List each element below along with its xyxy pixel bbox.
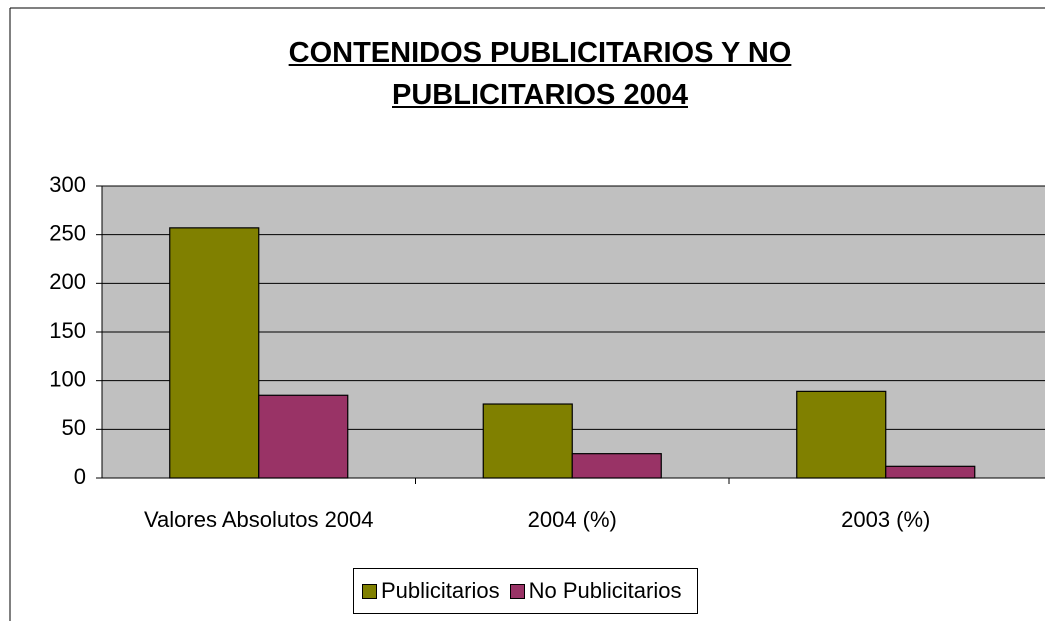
legend-item: No Publicitarios [509, 578, 682, 604]
y-tick-label: 50 [62, 415, 86, 440]
y-tick-label: 0 [74, 464, 86, 489]
legend: Publicitarios No Publicitarios [353, 568, 699, 614]
legend-item: Publicitarios [362, 578, 500, 604]
chart-title: CONTENIDOS PUBLICITARIOS Y NO PUBLICITAR… [288, 37, 792, 111]
y-tick-label: 150 [49, 318, 86, 343]
bar [885, 465, 976, 479]
bar [571, 453, 662, 479]
y-tick-label: 200 [49, 269, 86, 294]
legend-label: No Publicitarios [528, 578, 682, 603]
bar [482, 403, 573, 479]
bar [796, 390, 887, 479]
x-tick-label: Valores Absolutos 2004 [144, 507, 374, 532]
y-tick-label: 300 [49, 172, 86, 197]
bar [258, 394, 349, 479]
x-tick-label: 2004 (%) [528, 507, 617, 532]
y-tick-label: 250 [49, 220, 86, 245]
legend-label: Publicitarios [381, 578, 500, 603]
x-tick-label: 2003 (%) [841, 507, 930, 532]
y-tick-label: 100 [49, 366, 86, 391]
legend-swatch [509, 583, 525, 599]
legend-swatch [362, 583, 377, 599]
bar [169, 227, 260, 479]
